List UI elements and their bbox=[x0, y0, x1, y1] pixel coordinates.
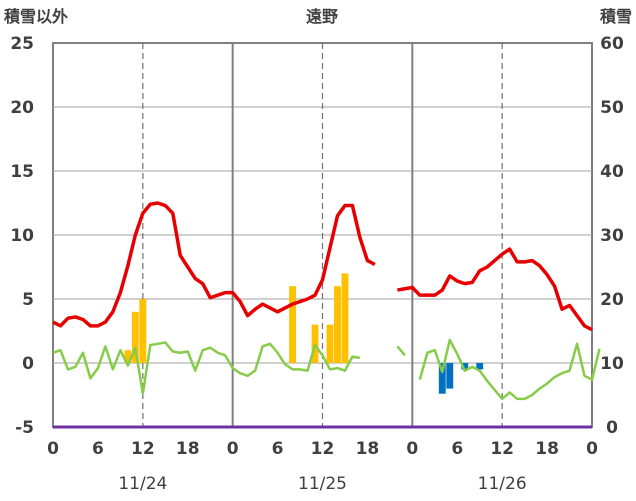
left-tick-label: 25 bbox=[10, 34, 34, 54]
right-tick-label: 50 bbox=[600, 98, 624, 118]
snow_decrease-bar bbox=[446, 363, 454, 389]
snow_decrease-bar bbox=[476, 363, 484, 370]
date-labels: 11/24 11/25 11/26 bbox=[118, 474, 526, 494]
left-axis-label: 積雪以外 bbox=[3, 7, 68, 26]
left-axis: 25 20 15 10 5 0 -5 bbox=[10, 34, 34, 438]
x-tick-label: 18 bbox=[356, 439, 380, 459]
snowfall-bar bbox=[326, 324, 334, 363]
x-tick-label: 0 bbox=[406, 439, 418, 459]
x-tick-label: 0 bbox=[586, 439, 598, 459]
x-tick-label: 0 bbox=[227, 439, 239, 459]
grid bbox=[53, 43, 592, 427]
x-tick-label: 12 bbox=[490, 439, 514, 459]
x-tick-label: 18 bbox=[176, 439, 200, 459]
right-tick-label: 0 bbox=[606, 418, 618, 438]
snowfall-bar bbox=[289, 286, 296, 363]
series-lines bbox=[52, 201, 601, 429]
left-tick-label: 15 bbox=[10, 162, 34, 182]
snowfall-bar bbox=[311, 324, 319, 363]
x-tick-label: 6 bbox=[451, 439, 463, 459]
right-axis: 60 50 40 30 20 10 0 bbox=[600, 34, 624, 438]
right-tick-label: 30 bbox=[600, 226, 624, 246]
left-tick-label: -5 bbox=[15, 418, 34, 438]
right-tick-label: 10 bbox=[600, 354, 624, 374]
snowfall-bar bbox=[124, 350, 132, 363]
x-tick-label: 12 bbox=[311, 439, 335, 459]
snowfall-bar bbox=[341, 273, 349, 363]
date-label: 11/26 bbox=[478, 474, 527, 494]
left-tick-label: 0 bbox=[22, 354, 34, 374]
x-tick-label: 6 bbox=[92, 439, 104, 459]
green-line bbox=[52, 338, 601, 401]
x-tick-label: 0 bbox=[47, 439, 59, 459]
snow_decrease-bar bbox=[438, 363, 446, 394]
right-axis-label: 積雪 bbox=[599, 7, 632, 26]
snowfall-bar bbox=[131, 311, 139, 363]
bars bbox=[124, 273, 484, 394]
snowfall-bar bbox=[139, 299, 147, 363]
left-tick-label: 5 bbox=[22, 290, 34, 310]
right-tick-label: 20 bbox=[600, 290, 624, 310]
right-tick-label: 60 bbox=[600, 34, 624, 54]
snow_decrease-bar bbox=[461, 363, 469, 370]
temperature-line bbox=[52, 201, 593, 332]
right-tick-label: 40 bbox=[600, 162, 624, 182]
snowfall-bar bbox=[334, 286, 341, 363]
left-tick-label: 20 bbox=[10, 98, 34, 118]
left-tick-label: 10 bbox=[10, 226, 34, 246]
date-label: 11/24 bbox=[118, 474, 167, 494]
x-axis: 0 6 12 18 0 6 12 18 0 6 12 18 0 bbox=[47, 439, 598, 459]
chart-title: 遠野 bbox=[306, 7, 338, 26]
x-tick-label: 18 bbox=[535, 439, 559, 459]
x-tick-label: 12 bbox=[131, 439, 155, 459]
date-label: 11/25 bbox=[298, 474, 347, 494]
x-tick-label: 6 bbox=[272, 439, 284, 459]
